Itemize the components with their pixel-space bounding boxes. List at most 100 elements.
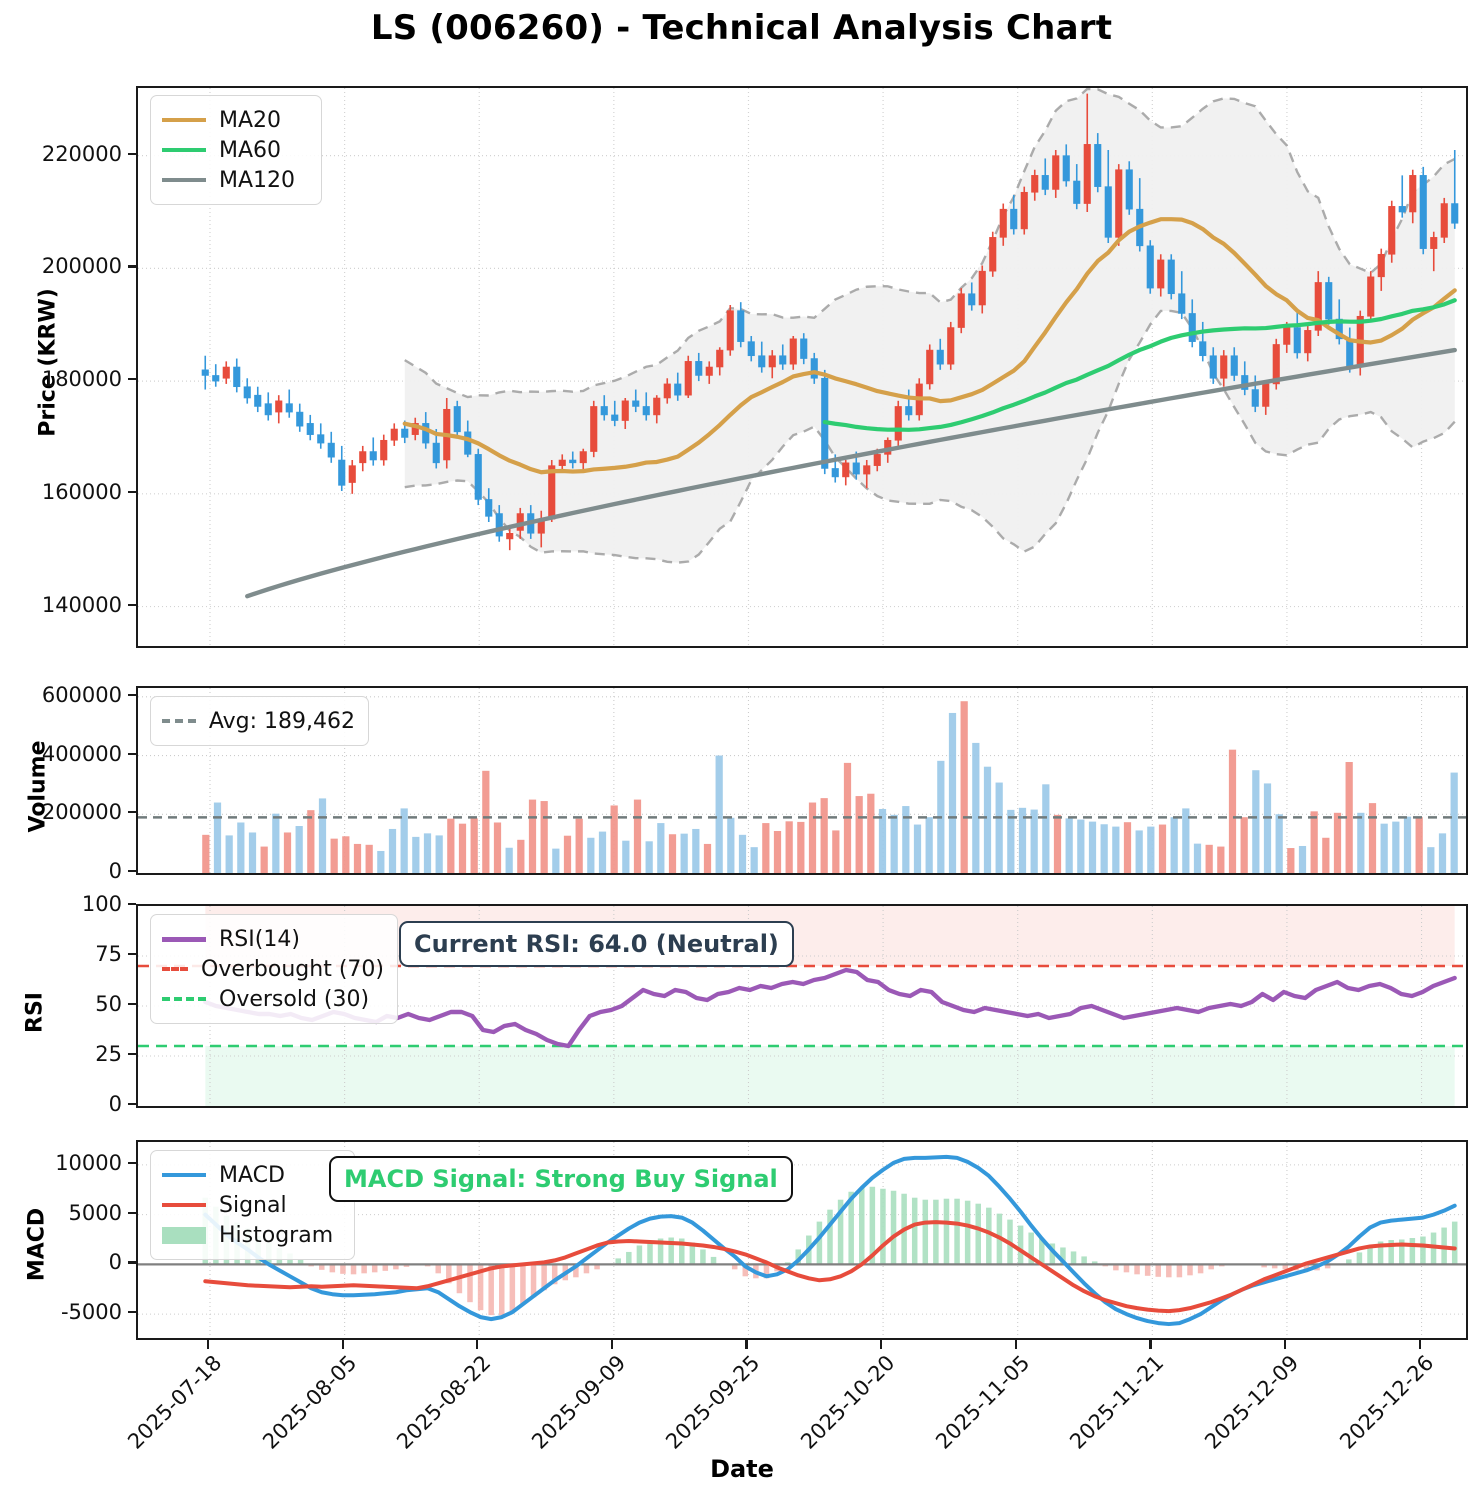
price-tick-mark: [128, 152, 136, 155]
x-tick-label: 2025-09-09: [526, 1350, 631, 1454]
chart-title: LS (006260) - Technical Analysis Chart: [370, 8, 1113, 48]
oversold-swatch: [162, 997, 206, 1001]
volume-tick-label: 200000: [41, 800, 122, 825]
x-tick-mark: [476, 1340, 479, 1349]
price-tick-label: 200000: [41, 254, 122, 279]
rsi-tick-label: 100: [81, 892, 122, 916]
legend-label: MA60: [219, 137, 282, 163]
legend-label: MA20: [219, 107, 282, 133]
x-tick-label: 2025-08-05: [257, 1350, 362, 1454]
rsi-tick-label: 50: [95, 992, 122, 1016]
x-tick-label: 2025-11-05: [930, 1350, 1035, 1454]
legend-item-macd: MACD: [162, 1160, 341, 1190]
x-tick-mark: [610, 1340, 614, 1349]
price-tick-label: 180000: [41, 367, 122, 392]
legend-item-signal: Signal: [162, 1190, 341, 1220]
macd-panel: [136, 1140, 1468, 1340]
x-tick-mark: [207, 1340, 210, 1349]
price-axis-label: Price (KRW): [35, 288, 61, 437]
overbought-swatch: [162, 967, 189, 971]
legend-label: MACD: [219, 1162, 285, 1188]
legend-label: MA120: [219, 167, 296, 193]
rsi-tick-mark: [128, 1053, 136, 1056]
legend-item-ma60: MA60: [162, 135, 308, 165]
signal-swatch: [162, 1203, 206, 1207]
price-tick-label: 220000: [41, 141, 122, 166]
legend-item-volume-avg: Avg: 189,462: [162, 706, 355, 736]
legend-label: Oversold (30): [219, 986, 370, 1012]
rsi-tick-mark: [128, 1003, 136, 1006]
x-tick-label: 2025-09-25: [661, 1350, 765, 1454]
macd-swatch: [162, 1173, 206, 1177]
legend-item-ma120: MA120: [162, 165, 308, 195]
macd-tick-mark: [128, 1161, 136, 1165]
rsi-swatch: [162, 936, 206, 942]
volume-tick-label: 0: [108, 859, 122, 883]
price-legend: MA20 MA60 MA120: [150, 95, 322, 205]
volume-tick-mark: [128, 870, 136, 873]
legend-item-overbought: Overbought (70): [162, 954, 384, 984]
price-plot: [138, 88, 1466, 646]
rsi-tick-mark: [128, 1103, 136, 1106]
volume-tick-label: 400000: [41, 741, 122, 766]
macd-tick-mark: [128, 1211, 136, 1214]
rsi-status-annotation: Current RSI: 64.0 (Neutral): [399, 921, 794, 967]
price-tick-mark: [128, 265, 136, 268]
histogram-swatch: [162, 1226, 206, 1244]
volume-tick-mark: [128, 811, 136, 814]
price-panel: [136, 86, 1468, 648]
x-tick-mark: [1014, 1340, 1017, 1349]
x-tick-mark: [880, 1340, 883, 1349]
legend-label: Histogram: [219, 1222, 334, 1248]
legend-item-rsi: RSI(14): [162, 924, 384, 954]
x-axis-label: Date: [710, 1455, 774, 1483]
rsi-tick-label: 0: [108, 1092, 122, 1116]
x-tick-mark: [1149, 1340, 1152, 1349]
macd-tick-mark: [128, 1261, 136, 1264]
avg-swatch: [162, 719, 196, 723]
macd-tick-label: 5000: [68, 1200, 122, 1225]
price-tick-label: 140000: [41, 592, 122, 617]
rsi-tick-mark: [128, 903, 136, 906]
macd-legend: MACD Signal Histogram: [150, 1150, 355, 1260]
volume-plot: [138, 688, 1466, 873]
x-tick-label: 2025-07-18: [123, 1350, 227, 1454]
volume-axis-label: Volume: [25, 740, 51, 833]
rsi-plot: [138, 906, 1466, 1106]
legend-item-oversold: Oversold (30): [162, 984, 384, 1014]
legend-label: Overbought (70): [201, 956, 384, 982]
macd-signal-annotation: MACD Signal: Strong Buy Signal: [329, 1156, 793, 1202]
legend-label: Signal: [219, 1192, 287, 1218]
legend-label: RSI(14): [219, 926, 300, 952]
rsi-tick-mark: [128, 953, 136, 956]
volume-legend: Avg: 189,462: [150, 696, 369, 746]
macd-plot: [138, 1142, 1466, 1338]
x-tick-mark: [341, 1340, 344, 1349]
volume-tick-label: 600000: [41, 682, 122, 707]
volume-tick-mark: [128, 693, 136, 696]
rsi-tick-label: 25: [95, 1042, 122, 1066]
price-tick-mark: [128, 378, 136, 381]
x-tick-label: 2025-10-20: [796, 1350, 900, 1454]
macd-tick-label: -5000: [60, 1300, 122, 1325]
legend-label: Avg: 189,462: [208, 708, 355, 734]
ma20-swatch: [162, 118, 206, 122]
legend-item-histogram: Histogram: [162, 1220, 341, 1250]
rsi-tick-label: 75: [95, 942, 122, 966]
legend-item-ma20: MA20: [162, 105, 308, 135]
x-tick-label: 2025-12-26: [1334, 1350, 1438, 1454]
price-tick-mark: [128, 603, 136, 606]
ma120-swatch: [162, 178, 206, 182]
x-tick-mark: [1418, 1340, 1421, 1349]
x-tick-mark: [1283, 1340, 1287, 1349]
x-tick-label: 2025-11-21: [1065, 1350, 1169, 1454]
rsi-legend: RSI(14) Overbought (70) Oversold (30): [150, 914, 398, 1024]
macd-tick-label: 10000: [55, 1150, 122, 1175]
volume-tick-mark: [128, 752, 136, 755]
price-tick-label: 160000: [41, 479, 122, 504]
x-tick-mark: [745, 1340, 748, 1349]
macd-tick-mark: [128, 1311, 136, 1314]
macd-tick-label: 0: [108, 1250, 122, 1275]
price-tick-mark: [128, 490, 136, 493]
x-tick-label: 2025-12-09: [1200, 1350, 1304, 1454]
